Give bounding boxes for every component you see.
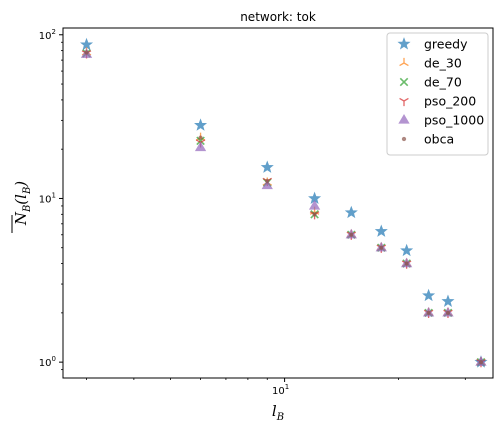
legend-entry-greedy: greedy (397, 37, 468, 52)
y-tick-label: 101 (39, 191, 56, 205)
point-de_70-1 (196, 136, 205, 146)
legend-label: pso_200 (424, 94, 476, 109)
y-tick-exp: 2 (52, 28, 56, 36)
legend-marker-obca (401, 136, 407, 142)
point-obca-3 (312, 212, 317, 217)
x-tick-exp: 1 (285, 383, 289, 391)
point-obca-5 (379, 245, 384, 250)
plot-frame (62, 27, 494, 379)
point-greedy-8 (441, 294, 455, 307)
x-tick-label: 101 (272, 383, 289, 397)
x-tick-base: 10 (272, 386, 285, 397)
point-obca-9 (478, 359, 484, 365)
point-greedy-5 (374, 224, 388, 237)
y-tick-exp: 1 (52, 191, 56, 199)
x-axis-label: lB (272, 402, 284, 423)
y-tick-base: 10 (39, 31, 52, 42)
point-pso_1000-1 (194, 141, 207, 152)
legend-label: de_30 (424, 56, 462, 71)
legend-label: greedy (424, 37, 468, 52)
legend-entry-pso_200: pso_200 (399, 94, 476, 109)
legend-marker-greedy (397, 37, 411, 50)
y-tick-label: 100 (39, 355, 56, 369)
point-obca-2 (265, 178, 270, 184)
point-greedy-4 (344, 205, 358, 219)
point-greedy-2 (260, 160, 274, 173)
y-tick-exp: 0 (52, 355, 56, 363)
legend-label: obca (424, 132, 454, 147)
legend-entry-de_70: de_70 (399, 75, 462, 90)
point-greedy-6 (400, 243, 414, 257)
y-axis-label: NB(lB) (11, 181, 33, 233)
legend-marker-pso_200 (399, 97, 409, 107)
legend-marker-de_70 (399, 77, 409, 87)
y-tick-label: 102 (39, 28, 56, 42)
point-obca-4 (349, 232, 354, 237)
chart-title: network: tok (240, 10, 316, 24)
legend-marker-de_30 (399, 57, 409, 67)
point-greedy-1 (194, 118, 208, 131)
legend-box (386, 32, 489, 156)
legend-entry-de_30: de_30 (399, 56, 462, 71)
y-tick-base: 10 (39, 194, 52, 205)
point-obca-1 (198, 135, 203, 140)
point-pso_1000-2 (261, 179, 273, 190)
x-axis-label-main: l (272, 402, 277, 420)
legend-marker-pso_1000 (398, 114, 410, 124)
point-greedy-7 (422, 288, 436, 302)
point-obca-8 (445, 310, 451, 316)
x-axis-label-sub: B (276, 412, 284, 423)
legend-entry-pso_1000: pso_1000 (398, 113, 484, 128)
point-pso_1000-3 (308, 199, 321, 210)
svg-text:NB(lB): NB(lB) (12, 181, 33, 227)
point-obca-7 (426, 310, 431, 316)
y-tick-base: 10 (39, 358, 52, 369)
point-greedy-0 (80, 37, 94, 51)
legend-label: de_70 (424, 75, 462, 90)
series-obca (84, 50, 484, 365)
legend-entry-obca: obca (401, 132, 454, 147)
point-obca-0 (84, 50, 89, 55)
point-obca-6 (404, 261, 409, 266)
legend-label: pso_1000 (424, 113, 484, 128)
